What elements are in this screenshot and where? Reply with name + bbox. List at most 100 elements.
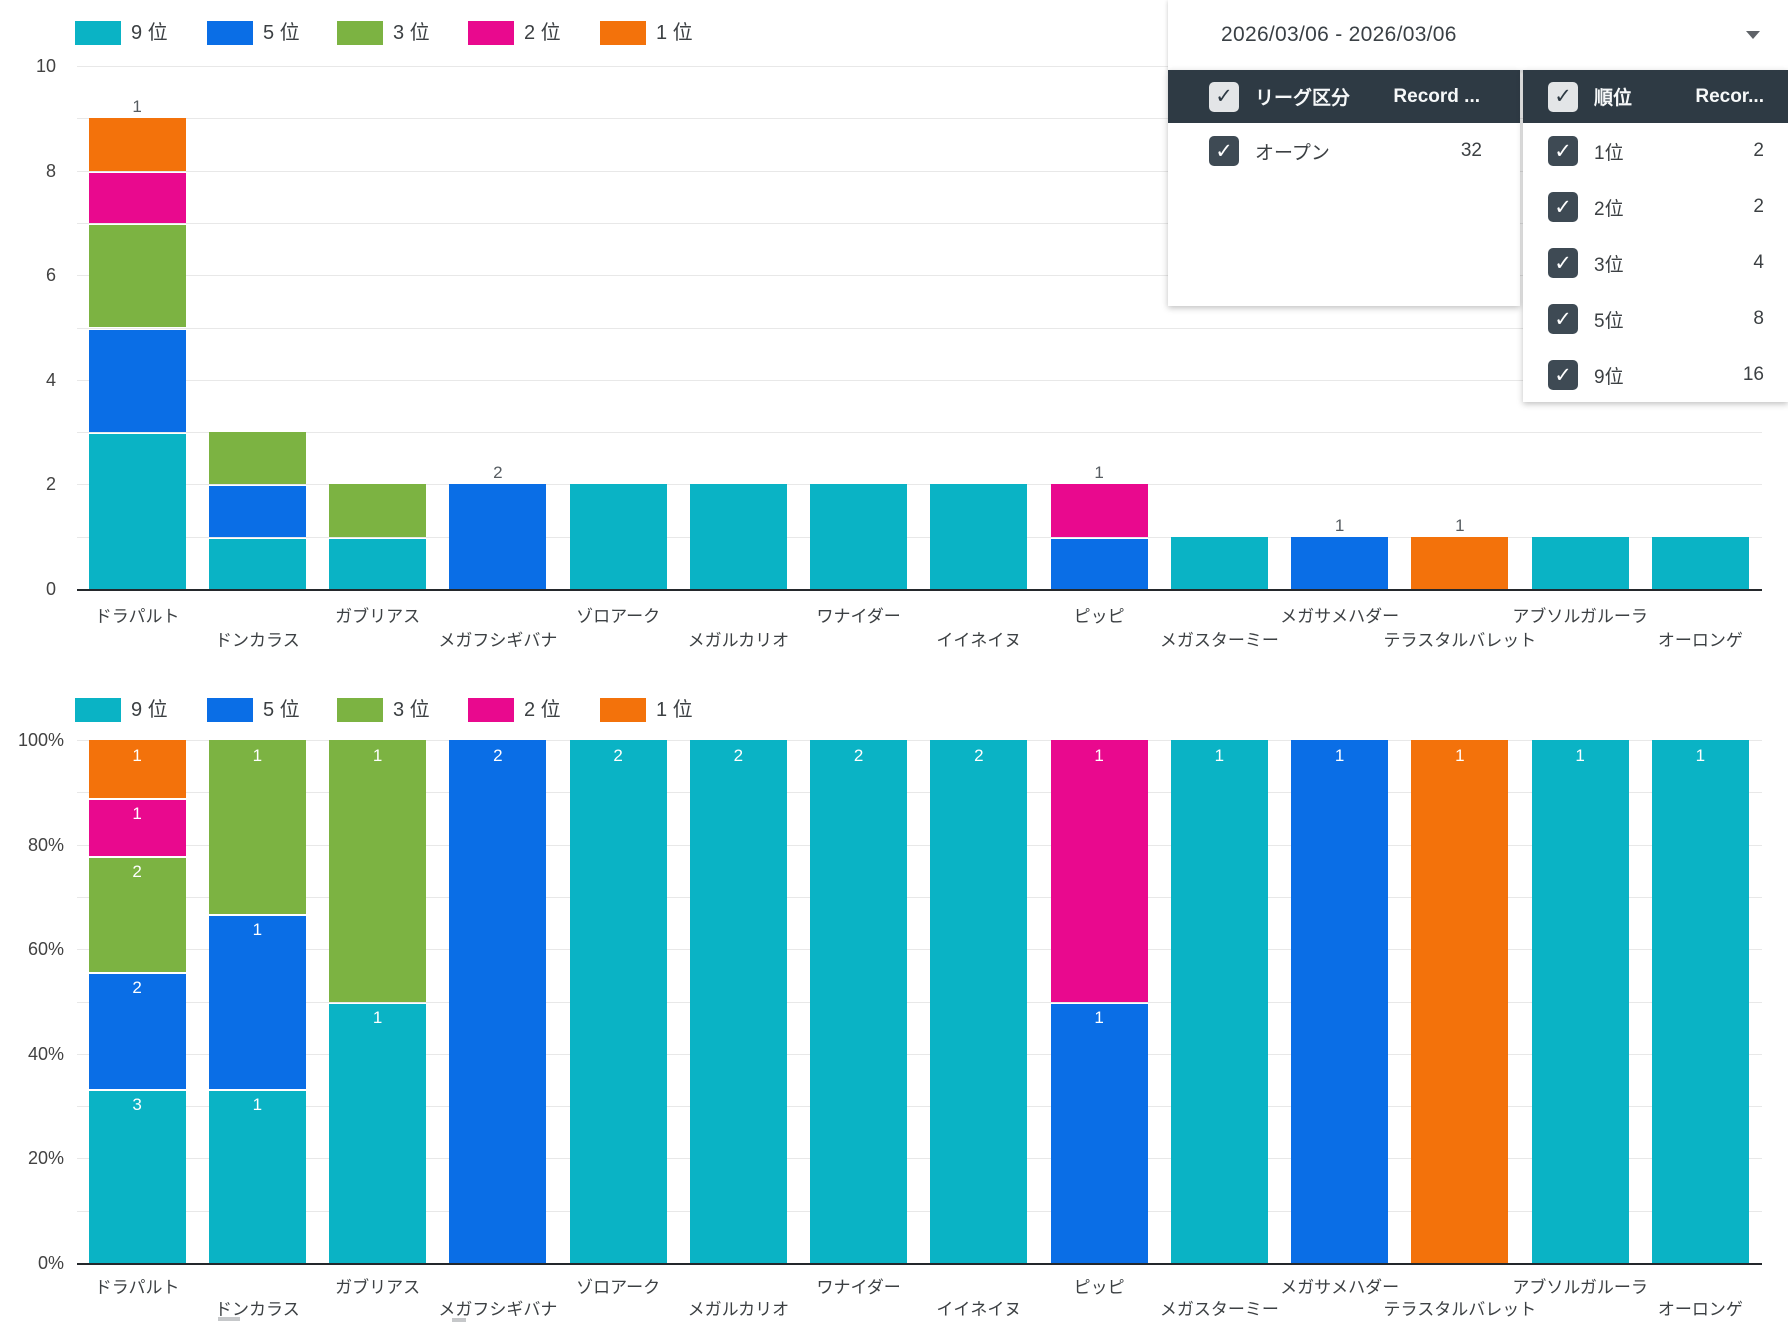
bar-value-label: 1 — [252, 1094, 263, 1114]
filter-row[interactable]: ✓ オープン 32 — [1168, 123, 1520, 179]
legend-label: 1 位 — [656, 699, 693, 721]
gridline — [77, 740, 1762, 741]
bar-segment[interactable] — [88, 1090, 186, 1263]
legend-item[interactable]: 3 位 — [337, 698, 430, 722]
bar-segment[interactable] — [1531, 740, 1629, 1263]
bar-segment[interactable] — [88, 224, 186, 328]
bar-segment[interactable] — [569, 484, 667, 589]
bar-segment[interactable] — [208, 916, 306, 1089]
bar-segment[interactable] — [1170, 740, 1268, 1263]
bar-segment[interactable] — [88, 800, 186, 857]
bar-segment[interactable] — [689, 484, 787, 589]
date-range-control[interactable]: 2026/03/06 - 2026/03/06 — [1168, 0, 1788, 71]
gridline — [77, 222, 1762, 224]
select-all-checkbox[interactable]: ✓ — [1209, 81, 1239, 112]
filter-row-label: 9位 — [1594, 366, 1624, 388]
row-checkbox[interactable]: ✓ — [1548, 304, 1578, 334]
bar-segment[interactable] — [569, 740, 667, 1263]
bar-segment[interactable] — [1050, 538, 1148, 589]
row-checkbox[interactable]: ✓ — [1548, 360, 1578, 390]
bar-segment[interactable] — [1291, 740, 1389, 1263]
x-axis-category-label: ワナイダー — [816, 607, 901, 626]
bar-segment[interactable] — [208, 538, 306, 589]
legend-item[interactable]: 3 位 — [337, 21, 430, 45]
row-checkbox[interactable]: ✓ — [1209, 136, 1239, 166]
bar-segment[interactable] — [1170, 536, 1268, 589]
bar-segment[interactable] — [1050, 484, 1148, 537]
filter-row[interactable]: ✓ 9位 16 — [1523, 347, 1788, 403]
x-axis-category-label: ドラパルト — [94, 1278, 180, 1297]
bar-segment[interactable] — [88, 740, 186, 799]
row-checkbox[interactable]: ✓ — [1548, 192, 1578, 222]
bar-segment[interactable] — [1411, 536, 1509, 589]
bar-segment[interactable] — [88, 974, 186, 1089]
bar-segment[interactable] — [88, 172, 186, 223]
bar-segment[interactable] — [810, 740, 908, 1263]
bar-segment[interactable] — [208, 1090, 306, 1263]
x-axis-category-label: メガフシギバナ — [438, 1300, 558, 1319]
legend-item[interactable]: 5 位 — [207, 21, 300, 45]
x-axis-category-label: ドンカラス — [215, 1300, 300, 1319]
filter-row[interactable]: ✓ 1位 2 — [1523, 123, 1788, 179]
x-axis-category-label: ドンカラス — [215, 631, 300, 650]
bar-segment[interactable] — [208, 740, 306, 915]
y-axis-tick-label: 40% — [27, 1043, 64, 1064]
legend-item[interactable]: 1 位 — [600, 698, 693, 722]
bar-segment[interactable] — [1651, 536, 1749, 589]
legend-item[interactable]: 1 位 — [600, 21, 693, 45]
x-axis-category-label: メガスターミー — [1159, 1300, 1279, 1319]
gridline — [77, 792, 1762, 794]
gridline — [77, 1158, 1762, 1160]
bar-segment[interactable] — [208, 432, 306, 485]
bar-segment[interactable] — [1411, 740, 1509, 1263]
bar-segment[interactable] — [449, 740, 547, 1263]
row-checkbox[interactable]: ✓ — [1548, 136, 1578, 166]
bar-segment[interactable] — [449, 484, 547, 589]
date-range-value: 2026/03/06 - 2026/03/06 — [1221, 23, 1457, 46]
bar-segment[interactable] — [1291, 536, 1389, 589]
gridline — [77, 949, 1762, 951]
legend-label: 1 位 — [656, 22, 693, 44]
bar-segment[interactable] — [1651, 740, 1749, 1263]
filter-row-label: オープン — [1255, 142, 1330, 164]
legend-item[interactable]: 5 位 — [207, 698, 300, 722]
filter-row[interactable]: ✓ 3位 4 — [1523, 235, 1788, 291]
bar-segment[interactable] — [930, 484, 1028, 589]
bar-segment[interactable] — [1050, 740, 1148, 1002]
gridline — [77, 1210, 1762, 1212]
legend-item[interactable]: 2 位 — [468, 21, 561, 45]
bar-segment[interactable] — [1050, 1003, 1148, 1263]
bar-segment[interactable] — [329, 1003, 427, 1263]
legend-swatch — [207, 21, 253, 45]
bar-segment[interactable] — [329, 740, 427, 1002]
gridline — [77, 118, 1762, 120]
filter-row-record-count: 2 — [1753, 140, 1764, 161]
legend-item[interactable]: 9 位 — [75, 21, 168, 45]
bar-segment[interactable] — [88, 118, 186, 171]
bar-segment[interactable] — [810, 484, 908, 589]
bar-segment[interactable] — [329, 484, 427, 537]
bar-segment[interactable] — [329, 538, 427, 589]
filter-row[interactable]: ✓ 2位 2 — [1523, 179, 1788, 235]
bar-segment[interactable] — [88, 858, 186, 973]
select-all-checkbox[interactable]: ✓ — [1548, 81, 1578, 112]
gridline — [77, 327, 1762, 329]
gridline — [77, 484, 1762, 486]
bar-value-label: 2 — [853, 463, 864, 483]
bar-segment[interactable] — [88, 329, 186, 433]
bar-segment[interactable] — [1531, 536, 1629, 589]
rank-filter-title: 順位 — [1594, 88, 1633, 109]
legend-item[interactable]: 9 位 — [75, 698, 168, 722]
bar-value-label: 1 — [1334, 515, 1345, 535]
bar-segment[interactable] — [930, 740, 1028, 1263]
row-checkbox[interactable]: ✓ — [1548, 248, 1578, 278]
bar-segment[interactable] — [689, 740, 787, 1263]
bar-segment[interactable] — [208, 486, 306, 537]
filter-row[interactable]: ✓ 5位 8 — [1523, 291, 1788, 347]
bar-segment[interactable] — [88, 434, 186, 589]
rank-records-column-header: Recor... — [1695, 85, 1764, 107]
legend-item[interactable]: 2 位 — [468, 698, 561, 722]
dropdown-caret-icon[interactable] — [1746, 31, 1760, 39]
gridline — [77, 275, 1762, 277]
x-axis-category-label: ガブリアス — [335, 607, 421, 626]
